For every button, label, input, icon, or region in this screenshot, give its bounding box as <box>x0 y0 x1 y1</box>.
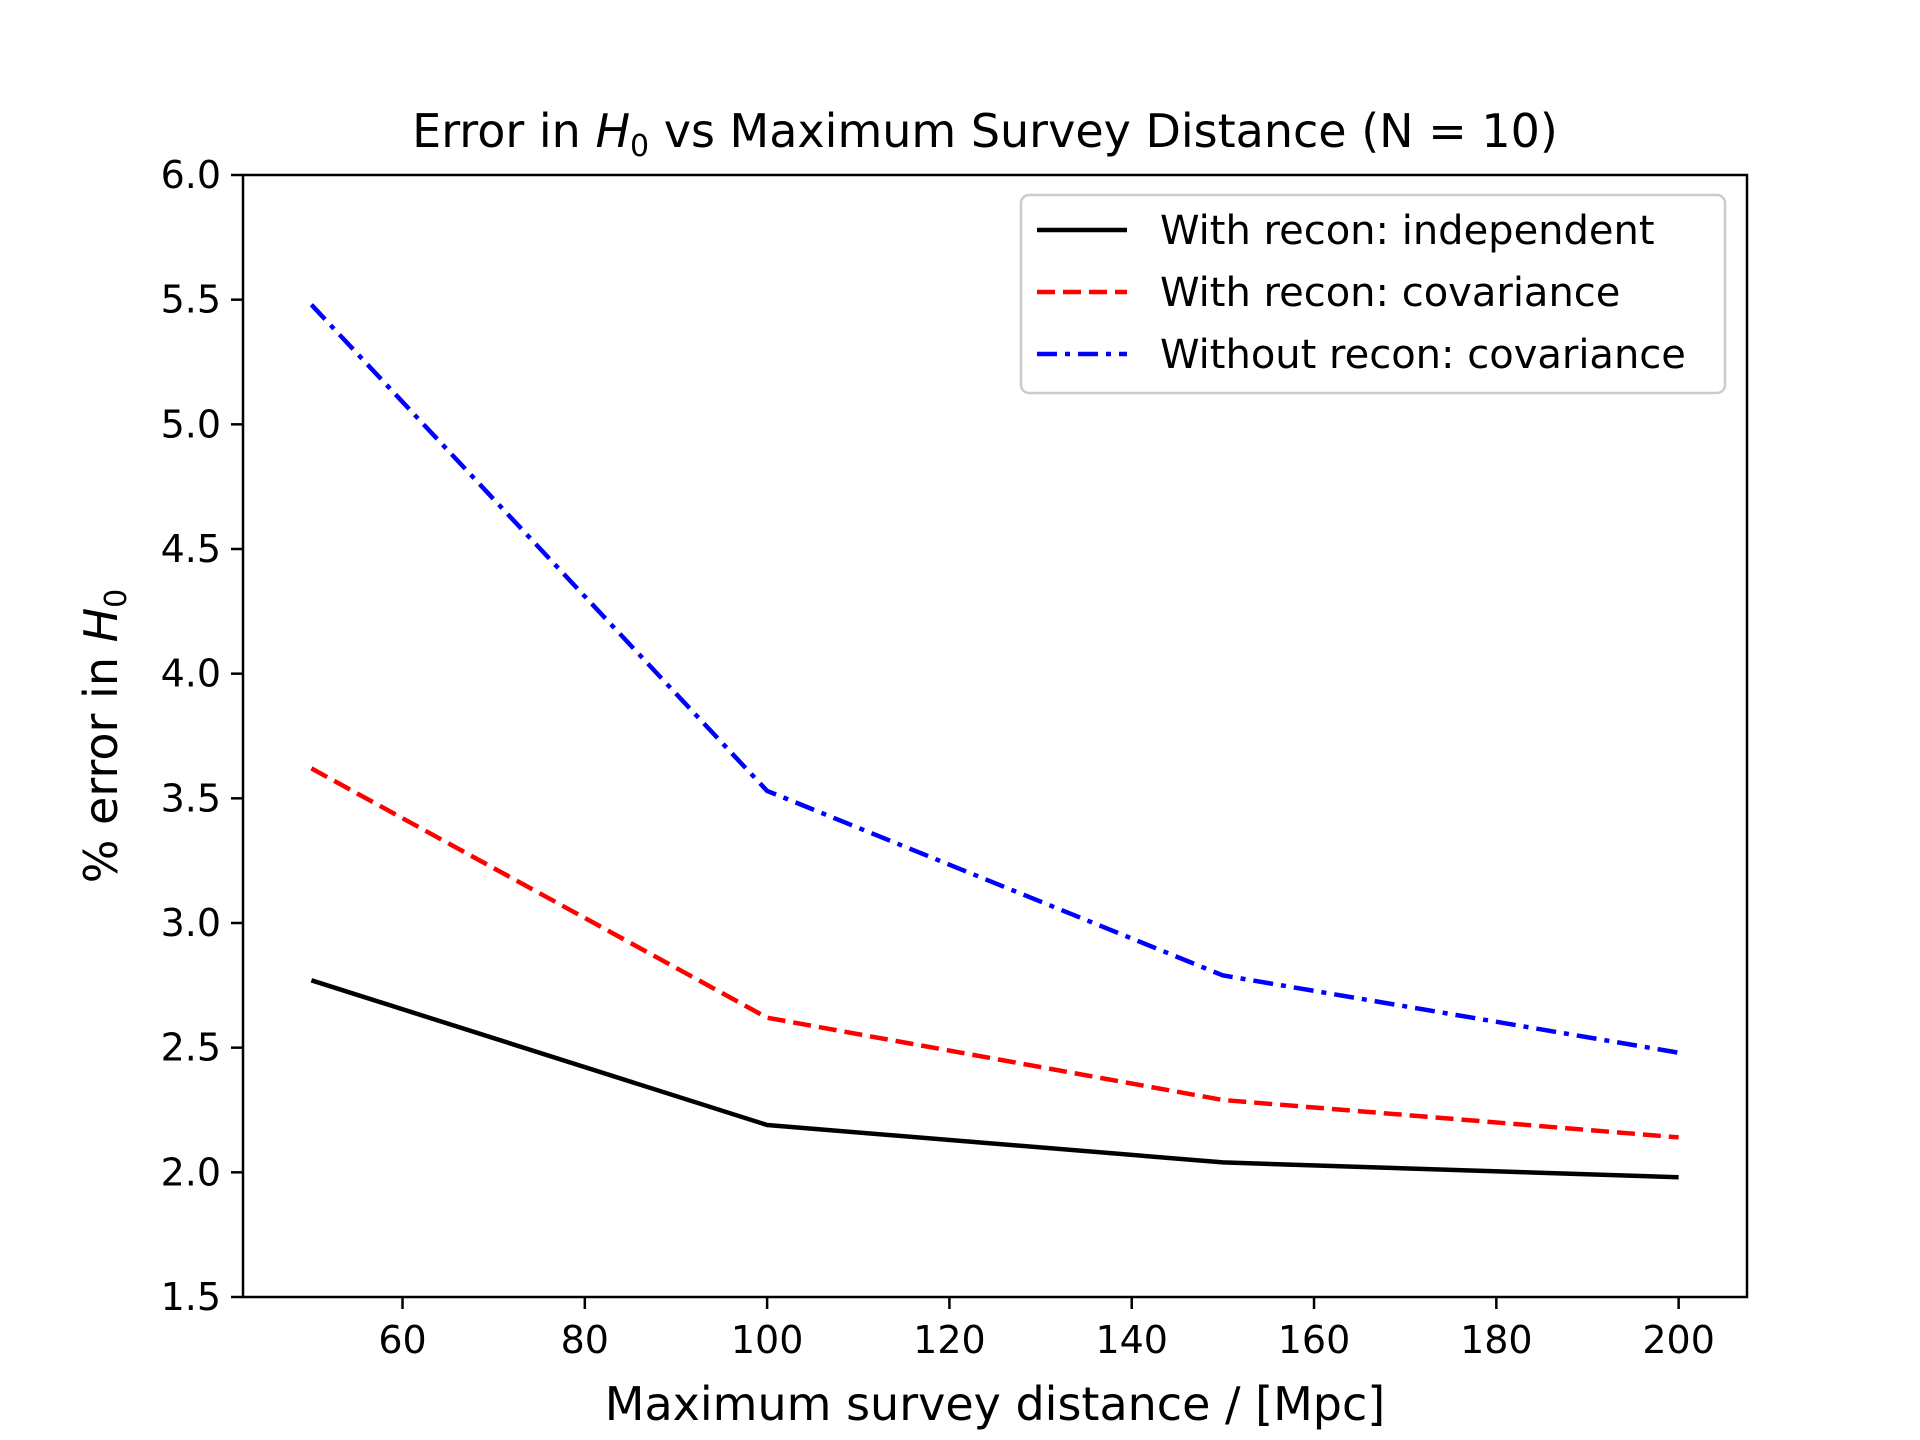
x-tick-label: 120 <box>913 1318 986 1362</box>
x-tick-label: 140 <box>1095 1318 1168 1362</box>
y-tick-label: 4.5 <box>161 527 221 571</box>
x-tick-label: 200 <box>1642 1318 1715 1362</box>
y-tick-label: 1.5 <box>161 1275 221 1319</box>
x-tick-label: 160 <box>1278 1318 1351 1362</box>
y-tick-label: 5.5 <box>161 278 221 322</box>
x-axis-ticks: 60 80 100 120 140 160 180 200 <box>378 1297 1715 1362</box>
y-tick-label: 3.5 <box>161 776 221 820</box>
series-line-1 <box>310 978 1679 1180</box>
y-tick-label: 2.0 <box>161 1150 221 1194</box>
series-line-3 <box>309 303 1679 1055</box>
legend-label: With recon: independent <box>1160 208 1655 254</box>
y-axis-ticks: 1.5 2.0 2.5 3.0 3.5 4.0 4.5 5.0 5.5 6.0 <box>161 153 243 1319</box>
x-axis-label: Maximum survey distance / [Mpc] <box>605 1377 1385 1431</box>
y-tick-label: 4.0 <box>161 652 221 696</box>
x-tick-label: 180 <box>1460 1318 1533 1362</box>
x-tick-label: 60 <box>378 1318 426 1362</box>
legend-label: Without recon: covariance <box>1160 332 1686 378</box>
x-tick-label: 80 <box>561 1318 609 1362</box>
legend-label: With recon: covariance <box>1160 270 1620 316</box>
x-tick-label: 100 <box>731 1318 804 1362</box>
plot-area <box>309 303 1679 1180</box>
y-tick-label: 6.0 <box>161 153 221 197</box>
legend: With recon: independent With recon: covar… <box>1019 193 1727 395</box>
y-axis-label: % error in H0 <box>74 589 134 884</box>
axes-frame <box>241 173 1749 1299</box>
legend-box <box>1019 193 1727 395</box>
series-line-2 <box>310 766 1679 1140</box>
chart-title: Error in H0 vs Maximum Survey Distance (… <box>412 104 1558 164</box>
y-tick-label: 2.5 <box>161 1026 221 1070</box>
y-tick-label: 5.0 <box>161 402 221 446</box>
y-tick-label: 3.0 <box>161 901 221 945</box>
